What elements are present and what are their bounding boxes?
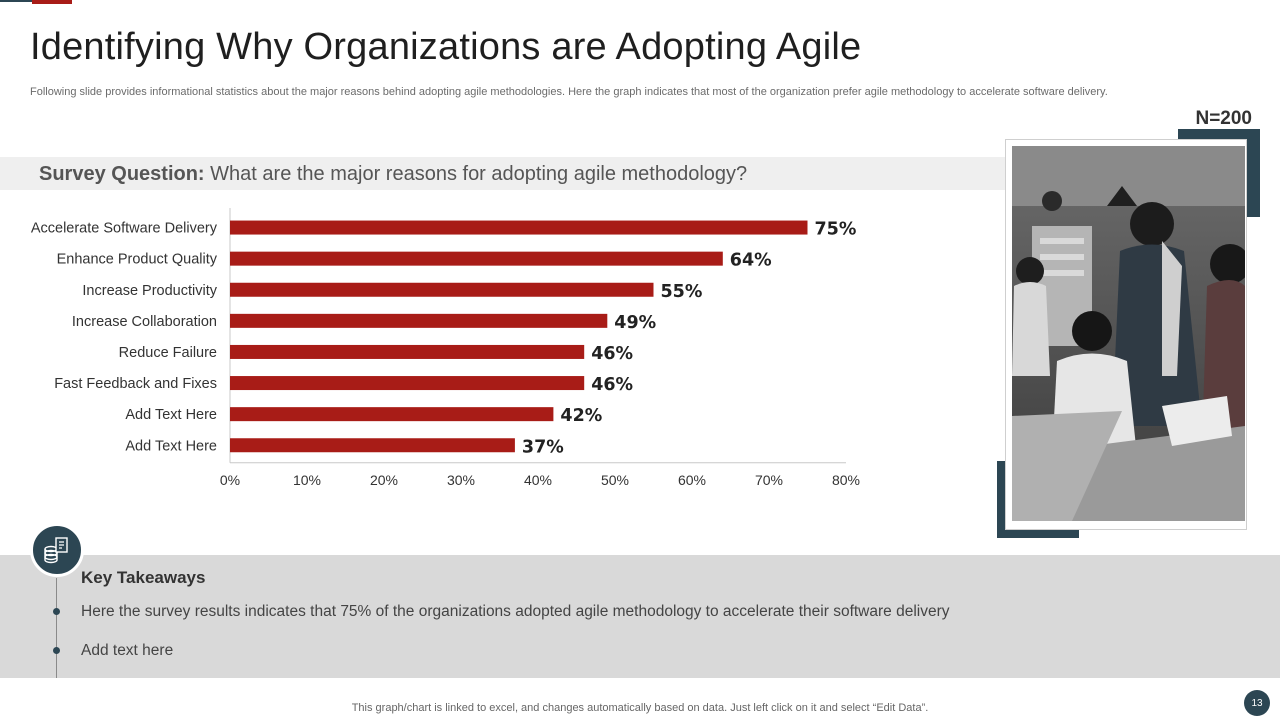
- survey-question-label: Survey Question:: [39, 163, 205, 185]
- bar: [230, 251, 723, 266]
- survey-question: Survey Question: What are the major reas…: [39, 163, 747, 186]
- sample-size: N=200: [1195, 108, 1252, 129]
- x-tick-label: 0%: [220, 472, 240, 488]
- x-tick-label: 70%: [755, 472, 783, 488]
- data-label: 42%: [560, 406, 602, 426]
- page-subtitle: Following slide provides informational s…: [30, 86, 1108, 98]
- bar: [230, 438, 515, 453]
- x-tick-label: 10%: [293, 472, 321, 488]
- data-label: 64%: [730, 251, 772, 271]
- takeaway-item-1: Here the survey results indicates that 7…: [81, 603, 950, 620]
- takeaway-item-2: Add text here: [81, 642, 174, 659]
- category-label: Enhance Product Quality: [57, 252, 218, 268]
- x-tick-label: 30%: [447, 472, 475, 488]
- bar: [230, 220, 808, 235]
- key-takeaways-title: Key Takeaways: [81, 568, 206, 587]
- team-photo: [1012, 146, 1245, 521]
- top-line-decor: [0, 0, 32, 2]
- survey-question-text: What are the major reasons for adopting …: [210, 163, 748, 185]
- page-title: Identifying Why Organizations are Adopti…: [30, 26, 862, 68]
- x-tick-label: 60%: [678, 472, 706, 488]
- x-tick-label: 40%: [524, 472, 552, 488]
- category-label: Reduce Failure: [119, 345, 217, 361]
- x-tick-label: 80%: [832, 472, 860, 488]
- data-label: 49%: [614, 313, 656, 333]
- question-bar: [0, 157, 1005, 190]
- data-label: 37%: [522, 437, 564, 457]
- footer-note: This graph/chart is linked to excel, and…: [351, 702, 929, 714]
- data-label: 55%: [661, 282, 703, 302]
- coins-document-icon: [30, 523, 84, 577]
- bar: [230, 407, 554, 422]
- bar-chart: Accelerate Software Delivery 75% Enhance P…: [31, 208, 860, 488]
- bar: [230, 376, 585, 391]
- data-label: 46%: [591, 344, 633, 364]
- category-label: Increase Productivity: [82, 283, 217, 299]
- bullet-dot: [53, 647, 60, 654]
- category-label: Increase Collaboration: [72, 314, 217, 330]
- bar: [230, 313, 608, 328]
- category-label: Accelerate Software Delivery: [31, 221, 218, 237]
- key-takeaways-panel: [0, 555, 1280, 678]
- bullet-dot: [53, 608, 60, 615]
- category-label: Add Text Here: [125, 438, 217, 454]
- bar: [230, 344, 585, 359]
- bar: [230, 282, 654, 297]
- data-label: 46%: [591, 375, 633, 395]
- data-label: 75%: [815, 220, 857, 240]
- page-number: 13: [1244, 690, 1270, 716]
- category-label: Add Text Here: [125, 407, 217, 423]
- takeaways-timeline: [56, 578, 57, 678]
- x-tick-label: 50%: [601, 472, 629, 488]
- category-label: Fast Feedback and Fixes: [54, 376, 217, 392]
- top-accent-decor: [32, 0, 72, 4]
- x-tick-label: 20%: [370, 472, 398, 488]
